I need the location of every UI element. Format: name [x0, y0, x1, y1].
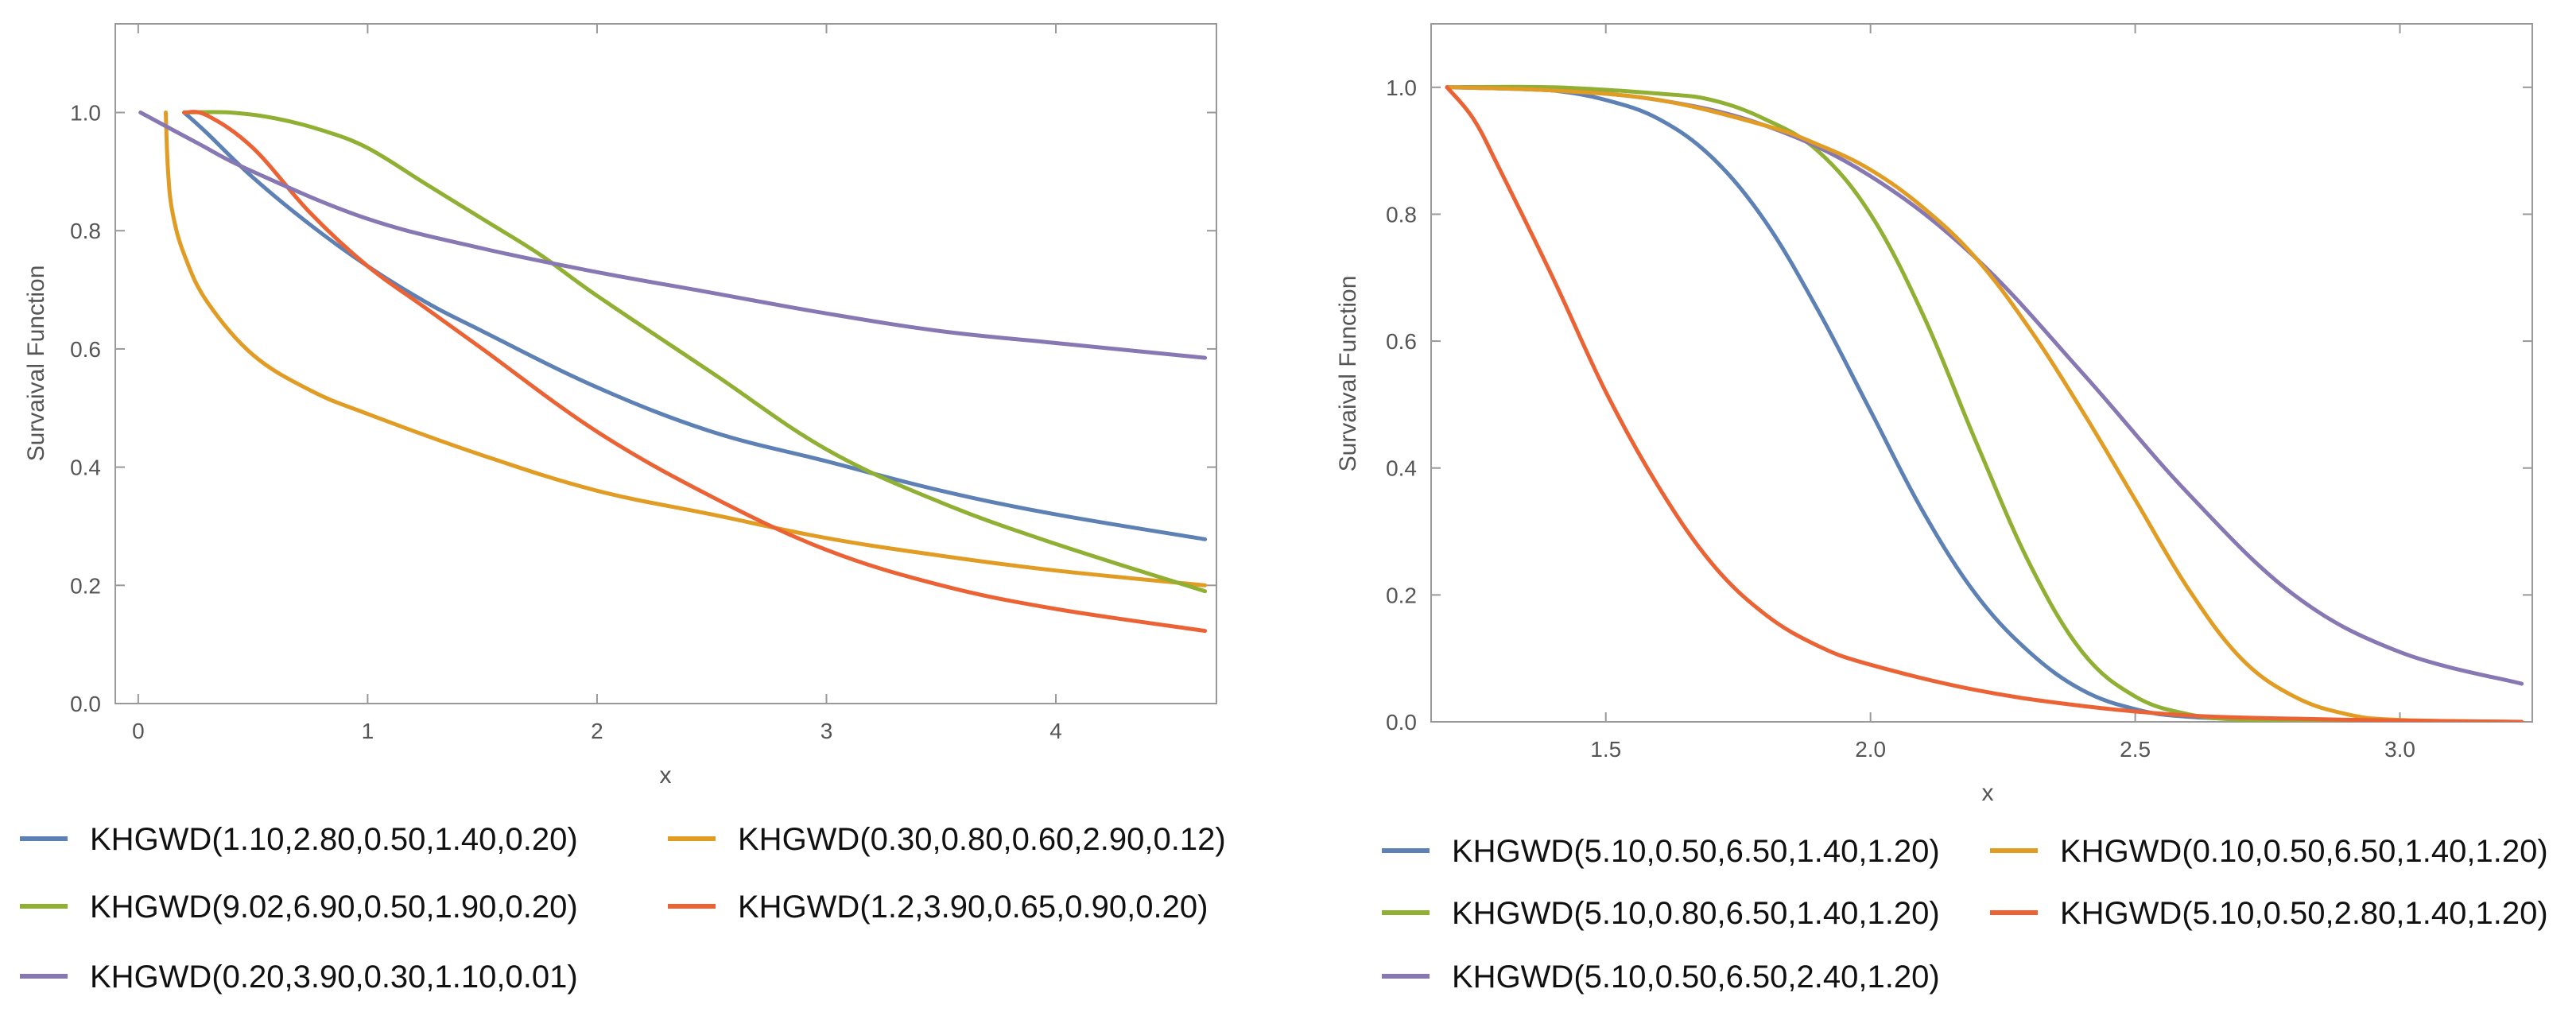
legend-label: KHGWD(0.20,3.90,0.30,1.10,0.01): [90, 960, 578, 995]
series-line-2: [1445, 84, 2524, 722]
series-line-5: [1445, 85, 2524, 722]
legend-label: KHGWD(0.30,0.80,0.60,2.90,0.12): [738, 822, 1226, 857]
series-line-3: [182, 110, 1208, 594]
x-axis-title: x: [1982, 780, 1994, 806]
legend-label: KHGWD(5.10,0.50,6.50,1.40,1.20): [1452, 834, 1940, 869]
x-tick-label: 1: [362, 719, 374, 743]
legend-label: KHGWD(1.10,2.80,0.50,1.40,0.20): [90, 822, 578, 857]
x-tick-label: 2.5: [2120, 737, 2151, 762]
y-tick-label: 0.2: [70, 573, 101, 598]
series-line-1: [182, 111, 1208, 541]
series-line-5: [138, 111, 1208, 360]
x-tick-label: 3.0: [2384, 737, 2415, 762]
y-tick-label: 0.4: [1386, 456, 1417, 481]
series-line-4: [1445, 85, 2524, 722]
y-tick-label: 1.0: [70, 101, 101, 126]
x-tick-label: 4: [1049, 719, 1062, 743]
y-tick-label: 0.4: [70, 456, 101, 480]
y-tick-label: 0.8: [70, 219, 101, 243]
legend-label: KHGWD(0.10,0.50,6.50,1.40,1.20): [2060, 834, 2548, 869]
series-line-2: [164, 111, 1208, 587]
x-tick-label: 0: [132, 719, 145, 743]
y-tick-label: 0.8: [1386, 202, 1417, 227]
x-axis-title: x: [660, 762, 672, 789]
legend-label: KHGWD(5.10,0.80,6.50,1.40,1.20): [1452, 896, 1940, 931]
legend: KHGWD(1.10,2.80,0.50,1.40,0.20) KHGWD(0.3…: [20, 822, 1226, 995]
legend-label: KHGWD(5.10,0.50,2.80,1.40,1.20): [2060, 896, 2548, 931]
y-tick-label: 0.6: [70, 337, 101, 362]
legend-label: KHGWD(9.02,6.90,0.50,1.90,0.20): [90, 890, 578, 925]
x-tick-label: 2: [591, 719, 603, 743]
y-tick-label: 0.0: [70, 692, 101, 716]
y-tick-label: 0.0: [1386, 710, 1417, 735]
y-axis-title: Survaival Function: [1335, 276, 1361, 472]
y-tick-label: 0.2: [1386, 583, 1417, 607]
legend: KHGWD(5.10,0.50,6.50,1.40,1.20) KHGWD(0.1…: [1382, 834, 2548, 995]
legend-label: KHGWD(5.10,0.50,6.50,2.40,1.20): [1452, 960, 1940, 995]
plot-frame: [114, 23, 1217, 704]
legend-label: KHGWD(1.2,3.90,0.65,0.90,0.20): [738, 890, 1208, 925]
x-tick-label: 1.5: [1590, 737, 1621, 762]
y-tick-label: 0.6: [1386, 329, 1417, 354]
plot-frame: [1430, 23, 2533, 723]
chart-2: 1.5 2.0 2.5 3.0 0.0 0.2 0.4 0.6 0.8 1.0 x Survaival…: [1335, 23, 2548, 995]
x-tick-label: 3: [821, 719, 833, 743]
y-tick-label: 1.0: [1386, 76, 1417, 100]
series-line-4: [182, 110, 1208, 634]
chart-1: 0 1 2 3 4 0.0 0.2 0.4 0.6 0.8 1.0 x Survaival Functi…: [20, 23, 1226, 995]
x-tick-label: 2.0: [1855, 737, 1886, 762]
y-axis-title: Survaival Function: [23, 266, 49, 462]
